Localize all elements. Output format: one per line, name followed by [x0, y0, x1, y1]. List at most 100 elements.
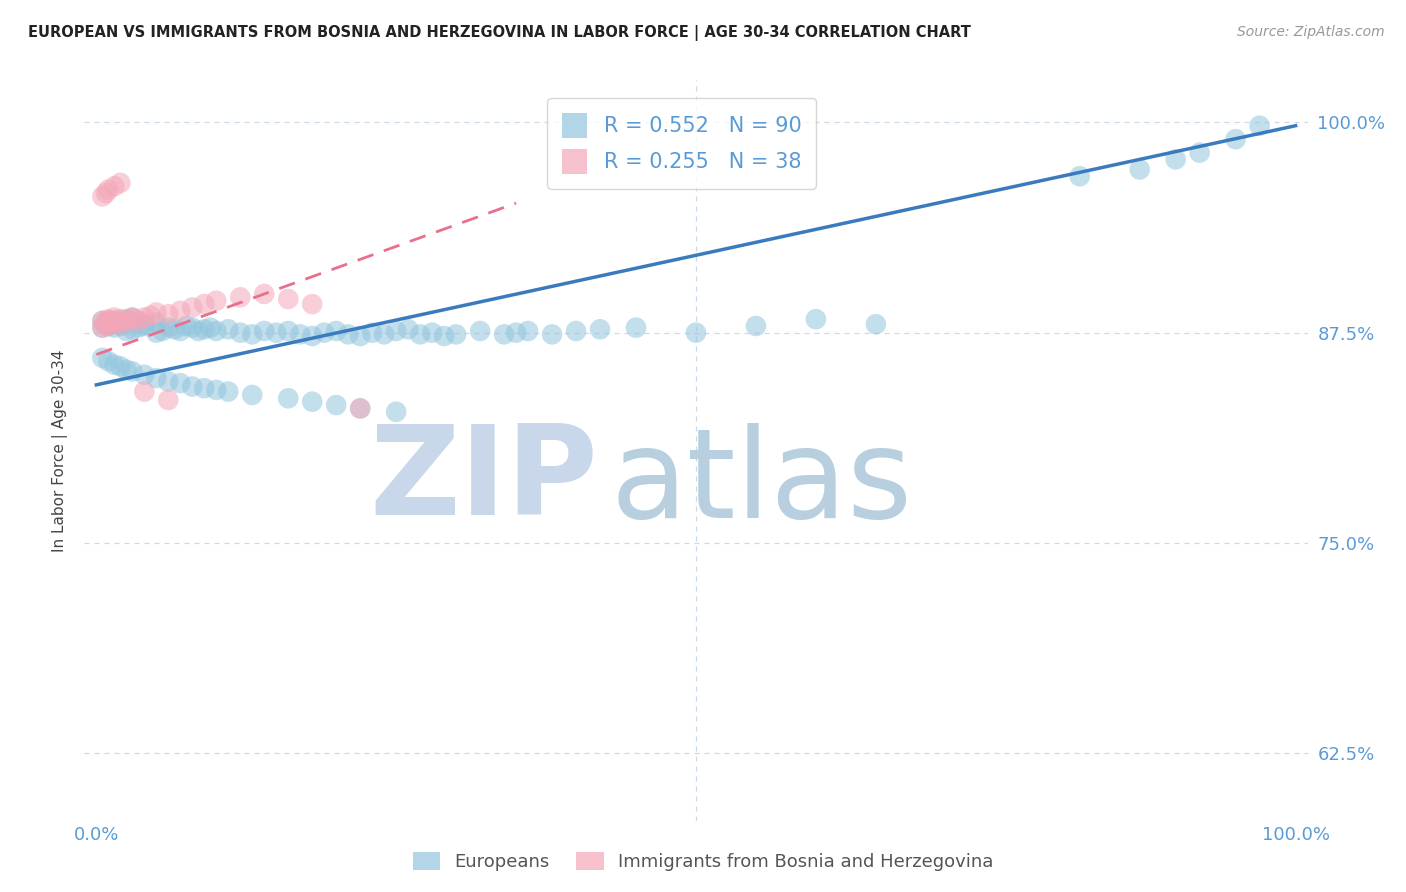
Point — [193, 381, 215, 395]
Point — [205, 324, 228, 338]
Point — [97, 354, 120, 368]
Point — [685, 326, 707, 340]
Point — [134, 368, 156, 382]
Point — [91, 314, 114, 328]
Point — [100, 318, 122, 332]
Point — [1225, 132, 1247, 146]
Point — [181, 301, 204, 315]
Point — [91, 351, 114, 365]
Point — [115, 312, 138, 326]
Point — [385, 405, 408, 419]
Point — [1129, 162, 1152, 177]
Point — [865, 318, 887, 332]
Point — [409, 327, 432, 342]
Point — [624, 320, 647, 334]
Point — [541, 327, 564, 342]
Point — [145, 305, 167, 319]
Point — [187, 324, 209, 338]
Point — [505, 326, 527, 340]
Text: Source: ZipAtlas.com: Source: ZipAtlas.com — [1237, 25, 1385, 39]
Point — [103, 320, 125, 334]
Point — [91, 314, 114, 328]
Point — [349, 329, 371, 343]
Point — [96, 314, 118, 328]
Point — [301, 329, 323, 343]
Point — [97, 318, 120, 333]
Point — [91, 189, 114, 203]
Point — [163, 322, 186, 336]
Point — [91, 320, 114, 334]
Point — [314, 326, 336, 340]
Point — [107, 318, 129, 332]
Point — [361, 326, 384, 340]
Point — [93, 318, 117, 332]
Point — [157, 375, 180, 389]
Point — [277, 292, 299, 306]
Point — [107, 314, 129, 328]
Point — [121, 364, 143, 378]
Point — [103, 316, 125, 330]
Point — [444, 327, 467, 342]
Point — [589, 322, 612, 336]
Point — [157, 320, 180, 334]
Point — [433, 329, 456, 343]
Point — [181, 320, 204, 334]
Point — [103, 358, 125, 372]
Point — [229, 290, 252, 304]
Point — [110, 359, 132, 374]
Point — [205, 383, 228, 397]
Point — [385, 324, 408, 338]
Point — [121, 310, 143, 325]
Point — [193, 322, 215, 336]
Point — [110, 316, 132, 330]
Point — [134, 310, 156, 325]
Point — [150, 324, 173, 338]
Point — [157, 392, 180, 407]
Point — [169, 376, 191, 391]
Point — [103, 310, 125, 325]
Point — [277, 392, 299, 406]
Point — [100, 314, 122, 328]
Point — [127, 314, 149, 328]
Y-axis label: In Labor Force | Age 30-34: In Labor Force | Age 30-34 — [52, 349, 69, 552]
Point — [110, 176, 132, 190]
Point — [139, 309, 162, 323]
Point — [97, 183, 120, 197]
Point — [1164, 153, 1187, 167]
Point — [290, 327, 312, 342]
Point — [94, 186, 117, 200]
Point — [169, 303, 191, 318]
Point — [745, 318, 768, 333]
Point — [264, 326, 287, 340]
Point — [97, 318, 120, 333]
Point — [253, 287, 276, 301]
Point — [121, 312, 143, 326]
Point — [1069, 169, 1091, 184]
Point — [217, 384, 239, 399]
Point — [468, 324, 491, 338]
Point — [110, 312, 132, 326]
Point — [517, 324, 540, 338]
Point — [325, 398, 347, 412]
Point — [193, 297, 215, 311]
Point — [134, 384, 156, 399]
Point — [1249, 119, 1271, 133]
Point — [110, 318, 132, 333]
Point — [301, 297, 323, 311]
Text: EUROPEAN VS IMMIGRANTS FROM BOSNIA AND HERZEGOVINA IN LABOR FORCE | AGE 30-34 CO: EUROPEAN VS IMMIGRANTS FROM BOSNIA AND H… — [28, 25, 972, 41]
Point — [121, 322, 143, 336]
Point — [349, 401, 371, 416]
Point — [103, 179, 125, 194]
Point — [134, 318, 156, 333]
Point — [121, 310, 143, 325]
Point — [337, 327, 360, 342]
Point — [373, 327, 395, 342]
Point — [205, 293, 228, 308]
Point — [115, 324, 138, 338]
Point — [157, 307, 180, 321]
Point — [301, 394, 323, 409]
Point — [127, 320, 149, 334]
Point — [494, 327, 516, 342]
Point — [127, 314, 149, 328]
Point — [134, 318, 156, 332]
